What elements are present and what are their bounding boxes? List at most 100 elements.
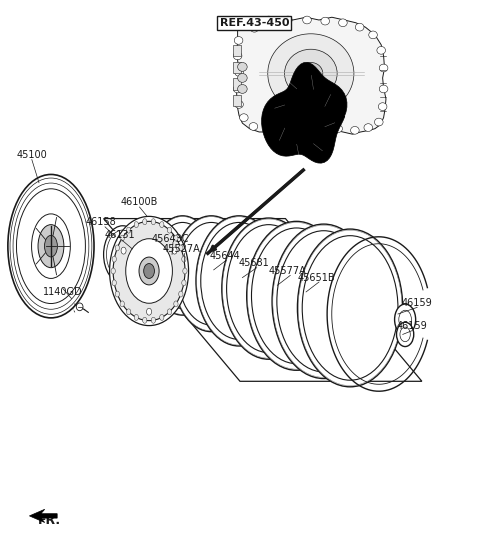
Ellipse shape [115, 291, 120, 297]
Ellipse shape [379, 85, 388, 93]
Ellipse shape [299, 62, 323, 85]
Ellipse shape [302, 236, 398, 380]
Text: 45527A: 45527A [163, 244, 201, 254]
Polygon shape [262, 62, 347, 163]
Ellipse shape [134, 315, 139, 320]
Ellipse shape [76, 303, 83, 311]
Ellipse shape [168, 227, 172, 233]
Ellipse shape [298, 229, 403, 387]
Ellipse shape [369, 31, 377, 39]
Ellipse shape [144, 264, 155, 278]
Text: 45100: 45100 [16, 150, 47, 160]
Ellipse shape [316, 127, 324, 134]
Ellipse shape [160, 222, 164, 227]
Ellipse shape [127, 309, 131, 315]
Text: 45577A: 45577A [269, 266, 307, 276]
FancyBboxPatch shape [233, 45, 241, 56]
Ellipse shape [126, 252, 144, 276]
Ellipse shape [281, 125, 290, 133]
Ellipse shape [378, 103, 387, 111]
Polygon shape [237, 17, 386, 134]
Ellipse shape [350, 127, 359, 134]
Ellipse shape [143, 317, 147, 324]
Ellipse shape [235, 101, 243, 108]
Ellipse shape [264, 125, 273, 133]
Ellipse shape [121, 247, 126, 254]
Ellipse shape [338, 19, 347, 27]
Text: 45681: 45681 [239, 258, 270, 268]
Ellipse shape [16, 189, 85, 304]
Ellipse shape [201, 222, 277, 340]
Text: 45644: 45644 [209, 251, 240, 260]
Ellipse shape [143, 219, 147, 225]
Ellipse shape [277, 231, 371, 372]
Ellipse shape [247, 221, 346, 371]
Ellipse shape [127, 227, 131, 233]
Ellipse shape [249, 123, 258, 131]
Ellipse shape [139, 257, 159, 285]
Text: 46159: 46159 [402, 298, 432, 308]
Ellipse shape [238, 62, 247, 71]
Ellipse shape [113, 221, 185, 321]
Text: 46159: 46159 [397, 321, 428, 331]
Ellipse shape [134, 222, 139, 227]
Ellipse shape [160, 315, 164, 320]
Ellipse shape [120, 235, 124, 241]
Ellipse shape [396, 322, 414, 347]
Ellipse shape [250, 24, 259, 32]
Ellipse shape [238, 85, 247, 93]
Ellipse shape [120, 301, 124, 307]
Ellipse shape [235, 69, 243, 76]
Ellipse shape [32, 214, 71, 278]
Ellipse shape [182, 256, 186, 262]
Ellipse shape [146, 308, 152, 315]
Ellipse shape [8, 174, 94, 318]
Ellipse shape [104, 226, 142, 283]
Text: 46100B: 46100B [121, 197, 158, 207]
Ellipse shape [178, 222, 245, 325]
Text: 45643C: 45643C [152, 234, 189, 244]
Ellipse shape [172, 247, 177, 254]
Ellipse shape [155, 222, 210, 309]
Ellipse shape [227, 225, 311, 353]
Ellipse shape [303, 16, 312, 24]
Ellipse shape [374, 118, 383, 126]
Ellipse shape [272, 224, 375, 379]
Ellipse shape [196, 216, 282, 346]
Ellipse shape [112, 280, 116, 286]
Ellipse shape [233, 52, 242, 60]
Text: FR.: FR. [38, 514, 61, 527]
Ellipse shape [299, 127, 308, 134]
Text: 45651B: 45651B [298, 273, 336, 283]
FancyBboxPatch shape [233, 62, 241, 73]
Ellipse shape [45, 236, 58, 257]
Ellipse shape [173, 216, 250, 332]
FancyBboxPatch shape [233, 79, 241, 90]
Text: REF.43-450: REF.43-450 [220, 18, 289, 28]
Ellipse shape [238, 74, 247, 82]
Ellipse shape [179, 245, 183, 251]
Text: 46158: 46158 [86, 217, 117, 227]
Ellipse shape [395, 304, 416, 335]
Ellipse shape [168, 309, 172, 315]
Ellipse shape [268, 34, 354, 113]
Ellipse shape [151, 317, 156, 324]
Ellipse shape [151, 219, 156, 225]
Ellipse shape [109, 216, 189, 326]
Ellipse shape [174, 301, 178, 307]
Ellipse shape [130, 258, 140, 271]
Ellipse shape [364, 124, 372, 132]
Ellipse shape [285, 49, 337, 98]
Ellipse shape [111, 268, 115, 274]
Ellipse shape [377, 46, 385, 54]
Ellipse shape [252, 228, 341, 364]
FancyBboxPatch shape [233, 95, 241, 106]
Ellipse shape [379, 64, 388, 72]
Ellipse shape [115, 245, 120, 251]
Ellipse shape [233, 85, 242, 93]
Ellipse shape [222, 218, 316, 359]
Ellipse shape [112, 256, 116, 262]
Ellipse shape [183, 268, 187, 274]
Ellipse shape [179, 291, 183, 297]
Ellipse shape [174, 235, 178, 241]
